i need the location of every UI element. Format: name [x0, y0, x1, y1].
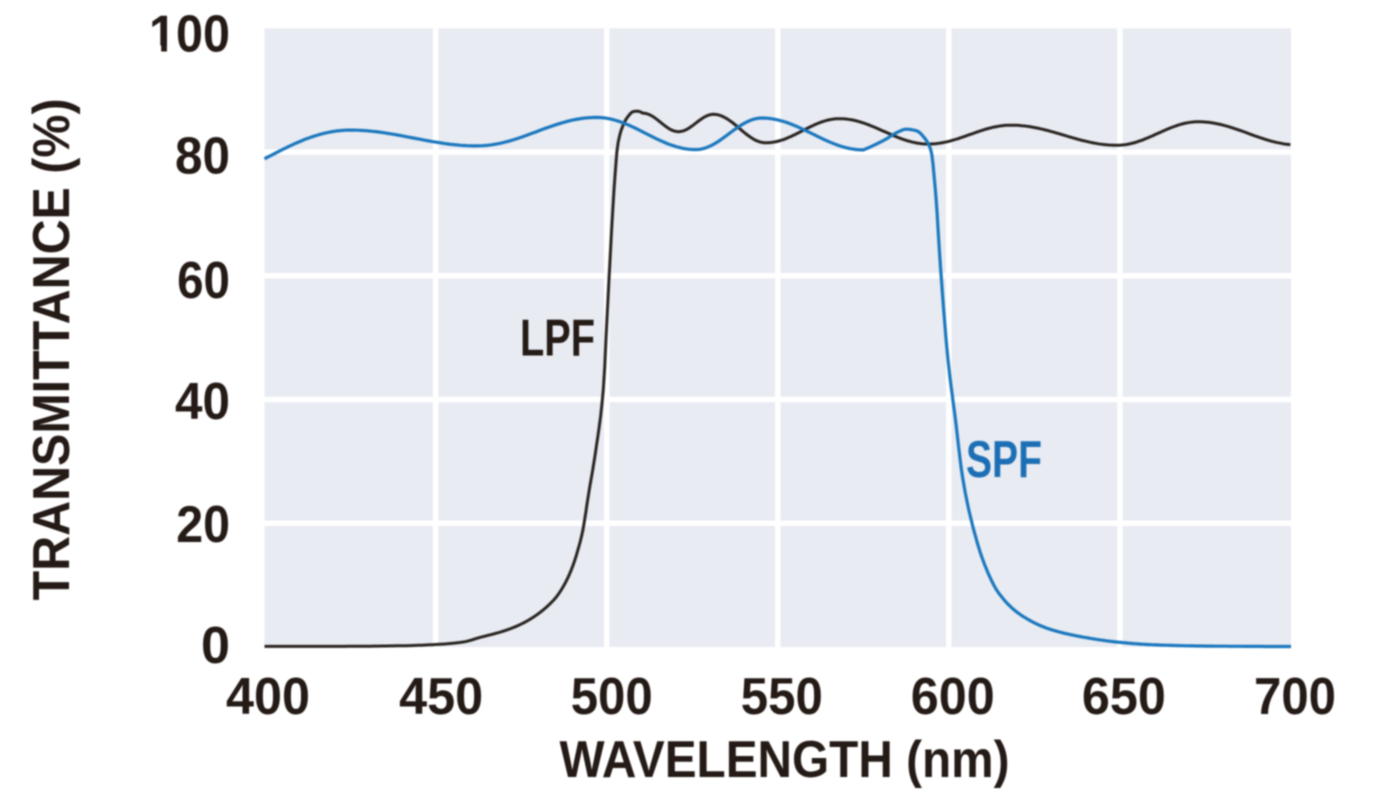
- svg-text:80: 80: [175, 128, 230, 186]
- svg-text:LPF: LPF: [520, 310, 595, 368]
- svg-text:40: 40: [175, 373, 230, 431]
- svg-text:TRANSMITTANCE (%): TRANSMITTANCE (%): [23, 98, 81, 600]
- svg-text:400: 400: [226, 668, 310, 726]
- svg-text:SPF: SPF: [966, 431, 1042, 489]
- svg-text:450: 450: [399, 668, 483, 726]
- svg-text:WAVELENGTH (nm): WAVELENGTH (nm): [560, 731, 1010, 789]
- svg-text:650: 650: [1082, 668, 1166, 726]
- svg-text:20: 20: [176, 496, 230, 554]
- svg-text:60: 60: [177, 252, 230, 310]
- svg-text:100: 100: [149, 6, 230, 64]
- svg-text:550: 550: [741, 668, 823, 726]
- svg-text:500: 500: [571, 668, 653, 726]
- svg-text:0: 0: [201, 617, 230, 675]
- svg-text:700: 700: [1254, 668, 1336, 726]
- svg-text:600: 600: [911, 668, 995, 726]
